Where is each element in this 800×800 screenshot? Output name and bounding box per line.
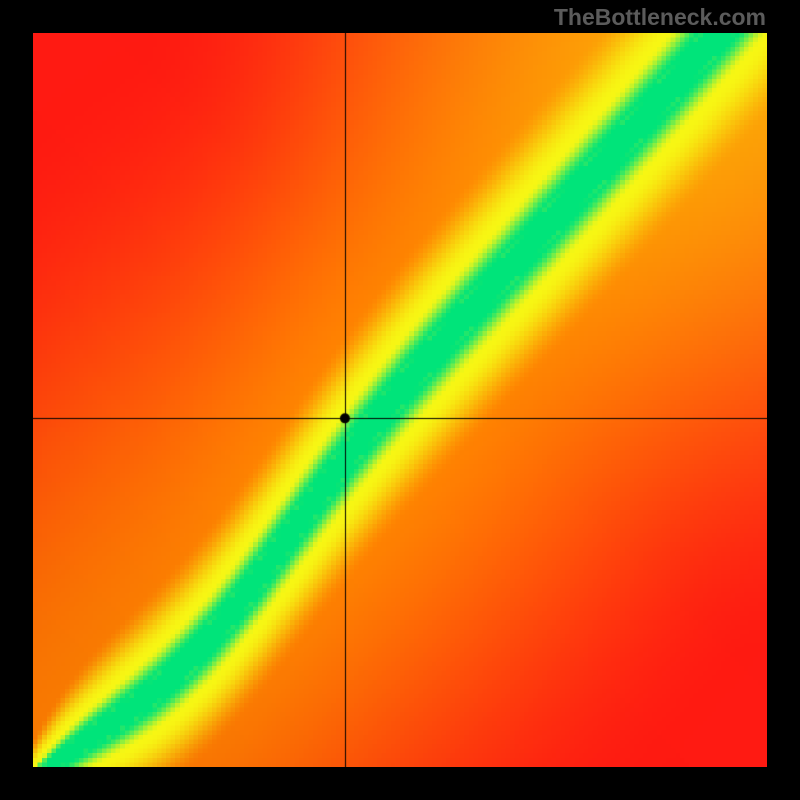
chart-container: TheBottleneck.com bbox=[0, 0, 800, 800]
overlay-canvas bbox=[33, 33, 767, 767]
watermark-text: TheBottleneck.com bbox=[554, 4, 766, 31]
